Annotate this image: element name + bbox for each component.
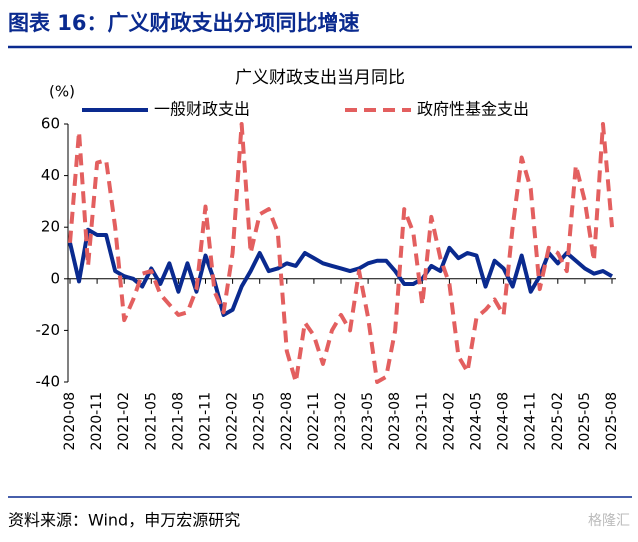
x-tick-label: 2023-11 bbox=[414, 392, 430, 451]
y-tick-label: 60 bbox=[41, 115, 60, 133]
header-title: 图表 16：广义财政支出分项同比增速 bbox=[8, 11, 360, 35]
x-tick-label: 2021-05 bbox=[143, 392, 159, 451]
x-tick-label: 2021-11 bbox=[198, 392, 214, 451]
series-line bbox=[68, 122, 614, 384]
x-tick-label: 2024-05 bbox=[469, 392, 485, 451]
x-tick-label: 2023-02 bbox=[333, 392, 349, 451]
x-tick-label: 2023-08 bbox=[387, 392, 403, 451]
legend-label: 政府性基金支出 bbox=[417, 100, 529, 119]
x-tick-label: 2024-08 bbox=[496, 392, 512, 451]
y-tick-label: 40 bbox=[41, 166, 60, 184]
x-tick-label: 2025-08 bbox=[604, 392, 620, 451]
x-tick-label: 2020-11 bbox=[89, 392, 105, 451]
legend-label: 一般财政支出 bbox=[154, 100, 250, 119]
y-axis-label: (%) bbox=[49, 83, 75, 101]
x-tick-label: 2025-02 bbox=[550, 392, 566, 451]
x-tick-label: 2024-02 bbox=[441, 392, 457, 451]
x-tick-label: 2022-08 bbox=[279, 392, 295, 451]
chart-title: 广义财政支出当月同比 bbox=[235, 68, 405, 88]
x-tick-label: 2024-11 bbox=[523, 392, 539, 451]
x-tick-label: 2020-08 bbox=[62, 392, 78, 451]
x-tick-label: 2022-05 bbox=[252, 392, 268, 451]
y-tick-label: 20 bbox=[41, 218, 60, 236]
y-tick-label: -40 bbox=[36, 373, 61, 391]
watermark: 格隆汇 bbox=[588, 513, 630, 529]
y-tick-label: 0 bbox=[50, 269, 60, 287]
x-tick-label: 2021-02 bbox=[116, 392, 132, 451]
x-tick-label: 2023-05 bbox=[360, 392, 376, 451]
x-tick-label: 2022-11 bbox=[306, 392, 322, 451]
source: 资料来源：Wind，申万宏源研究 bbox=[8, 511, 240, 530]
x-tick-label: 2022-02 bbox=[225, 392, 241, 451]
x-tick-label: 2021-08 bbox=[170, 392, 186, 451]
x-tick-label: 2025-05 bbox=[577, 392, 593, 451]
series-line bbox=[68, 227, 613, 317]
y-tick-label: -20 bbox=[36, 321, 61, 339]
